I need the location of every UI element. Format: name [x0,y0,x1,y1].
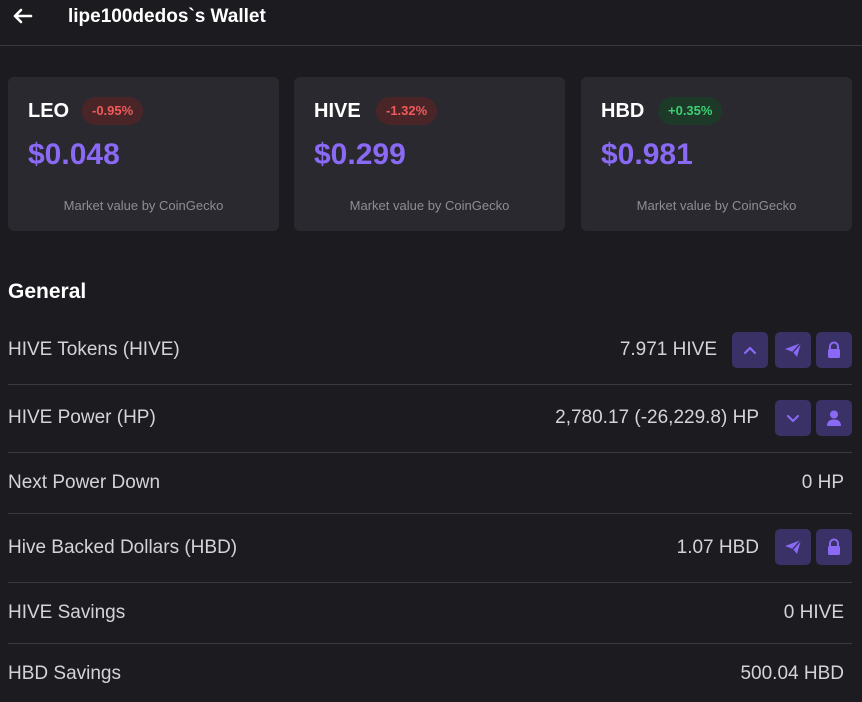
price-change-badge: -1.32% [376,97,438,125]
transfer-hive-button[interactable] [775,332,811,368]
token-symbol: HIVE [314,100,361,122]
wallet-row-hbd: Hive Backed Dollars (HBD) 1.07 HBD [8,514,852,583]
row-label: HIVE Savings [8,602,126,623]
wallet-row-next-power-down: Next Power Down 0 HP [8,453,852,514]
back-button[interactable] [10,3,36,29]
price-card-leo: LEO -0.95% $0.048 Market value by CoinGe… [8,77,279,231]
price-card-hive: HIVE -1.32% $0.299 Market value by CoinG… [294,77,565,231]
row-value: 0 HIVE [783,602,844,623]
price-change-badge: -0.95% [82,97,144,125]
lock-icon [828,341,840,358]
price-card-hbd: HBD +0.35% $0.981 Market value by CoinGe… [581,77,852,231]
row-value: 7.971 HIVE [619,339,717,360]
user-icon [827,410,841,426]
price-cards: LEO -0.95% $0.048 Market value by CoinGe… [8,77,852,231]
market-source-label: Market value by CoinGecko [349,198,510,213]
wallet-row-hive-tokens: HIVE Tokens (HIVE) 7.971 HIVE [8,317,852,385]
chevron-down-icon [786,414,800,423]
token-price: $0.048 [28,138,120,171]
token-price: $0.981 [601,138,693,171]
wallet-title: lipe100dedos`s Wallet [68,6,266,27]
token-price: $0.299 [314,138,406,171]
delegate-button[interactable] [816,400,852,436]
market-source-label: Market value by CoinGecko [636,198,797,213]
row-label: HIVE Power (HP) [8,407,156,428]
header: lipe100dedos`s Wallet [0,0,862,46]
wallet-row-hive-savings: HIVE Savings 0 HIVE [8,583,852,644]
transfer-hbd-button[interactable] [775,529,811,565]
send-icon [785,539,802,554]
section-title-general: General [8,280,87,303]
row-value: 1.07 HBD [676,537,759,558]
savings-hive-button[interactable] [816,332,852,368]
price-change-badge: +0.35% [658,97,723,125]
power-down-button[interactable] [775,400,811,436]
row-value: 500.04 HBD [740,663,844,684]
token-symbol: HBD [601,100,645,122]
row-label: Next Power Down [8,472,161,493]
wallet-row-hive-power: HIVE Power (HP) 2,780.17 (-26,229.8) HP [8,385,852,453]
send-icon [785,342,802,357]
row-value: 2,780.17 (-26,229.8) HP [555,407,759,428]
wallet-row-hbd-savings: HBD Savings 500.04 HBD [8,644,852,702]
row-value: 0 HP [801,472,844,493]
savings-hbd-button[interactable] [816,529,852,565]
token-symbol: LEO [28,100,70,122]
row-label: HIVE Tokens (HIVE) [8,339,180,360]
market-source-label: Market value by CoinGecko [63,198,224,213]
lock-icon [828,538,840,555]
arrow-left-icon [13,8,33,24]
power-up-button[interactable] [732,332,768,368]
chevron-up-icon [743,346,757,355]
row-label: Hive Backed Dollars (HBD) [8,537,238,558]
row-label: HBD Savings [8,663,121,684]
